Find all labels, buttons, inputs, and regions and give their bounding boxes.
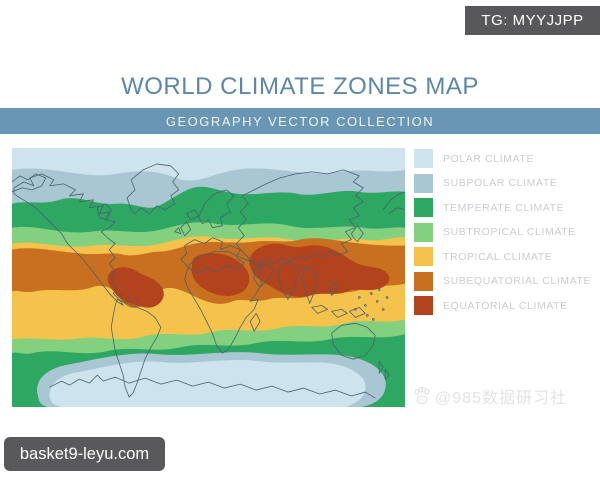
legend-label: POLAR CLIMATE	[443, 152, 535, 165]
telegram-badge: TG: MYYJJPP	[465, 6, 600, 35]
legend-item: SUBPOLAR CLIMATE	[414, 173, 591, 193]
legend-label: SUBEQUATORIAL CLIMATE	[443, 275, 592, 287]
legend-swatch	[414, 296, 433, 315]
page-title: WORLD CLIMATE ZONES MAP	[121, 73, 479, 100]
legend-swatch	[414, 222, 433, 242]
coastline-japan	[351, 225, 364, 243]
subtitle-banner: GEOGRAPHY VECTOR COLLECTION	[0, 108, 600, 134]
coastline-madagascar	[249, 312, 261, 332]
legend-label: SUBTROPICAL CLIMATE	[443, 226, 576, 238]
coastline-philippines	[329, 281, 338, 296]
legend-label: SUBPOLAR CLIMATE	[443, 177, 558, 189]
climate-legend: POLAR CLIMATE SUBPOLAR CLIMATE TEMPERATE C…	[414, 149, 591, 315]
coastline-north-america	[13, 173, 124, 306]
zone-equatorial-africa	[191, 253, 250, 296]
baidu-paw-icon: du	[414, 386, 430, 405]
legend-item: POLAR CLIMATE	[414, 149, 591, 168]
website-badge: basket9-leyu.com	[4, 437, 165, 471]
continent-outlines	[12, 163, 405, 399]
zone-equatorial-south-america	[107, 267, 164, 308]
coastline-greenland	[126, 163, 180, 215]
watermark-text: @985数据研习社	[435, 390, 567, 407]
coastline-arabia	[253, 263, 275, 288]
legend-swatch	[414, 198, 433, 217]
coastline-antarctica	[49, 374, 376, 399]
coastline-kamchatka	[382, 191, 405, 215]
coastline-new-zealand	[378, 360, 390, 380]
coastline-british-isles	[174, 221, 192, 237]
pacific-island-dots	[119, 288, 389, 321]
legend-swatch	[414, 247, 433, 266]
coastline-scandinavia	[198, 189, 235, 229]
coastline-hudson-bay	[96, 203, 112, 221]
zone-equatorial-asia	[249, 243, 390, 298]
coastline-iceland	[186, 209, 199, 221]
legend-swatch	[414, 271, 433, 291]
legend-item: TEMPERATE CLIMATE	[414, 198, 591, 217]
legend-item: SUBEQUATORIAL CLIMATE	[414, 271, 592, 291]
legend-label: EQUATORIAL CLIMATE	[443, 299, 568, 312]
coastline-australia	[331, 322, 376, 360]
legend-item: SUBTROPICAL CLIMATE	[414, 222, 591, 242]
legend-item: TROPICAL CLIMATE	[414, 247, 591, 266]
coastline-africa	[184, 251, 263, 354]
world-climate-map	[12, 148, 405, 407]
subtitle-text: GEOGRAPHY VECTOR COLLECTION	[165, 113, 435, 129]
coastline-bering	[12, 173, 47, 193]
world-climate-map-svg	[12, 148, 405, 407]
svg-text:du: du	[419, 397, 426, 402]
coastline-india	[277, 261, 301, 300]
legend-item: EQUATORIAL CLIMATE	[414, 296, 591, 315]
coastline-southeast-asia	[301, 265, 319, 304]
telegram-badge-text: TG: MYYJJPP	[481, 12, 584, 29]
coastline-asia	[235, 169, 364, 266]
legend-label: TEMPERATE CLIMATE	[443, 201, 565, 214]
website-badge-text: basket9-leyu.com	[19, 444, 150, 463]
watermark: du @985数据研习社	[412, 384, 567, 408]
legend-swatch	[414, 173, 433, 193]
coastline-south-america	[110, 299, 162, 398]
legend-label: TROPICAL CLIMATE	[443, 250, 553, 263]
legend-swatch	[414, 149, 433, 168]
